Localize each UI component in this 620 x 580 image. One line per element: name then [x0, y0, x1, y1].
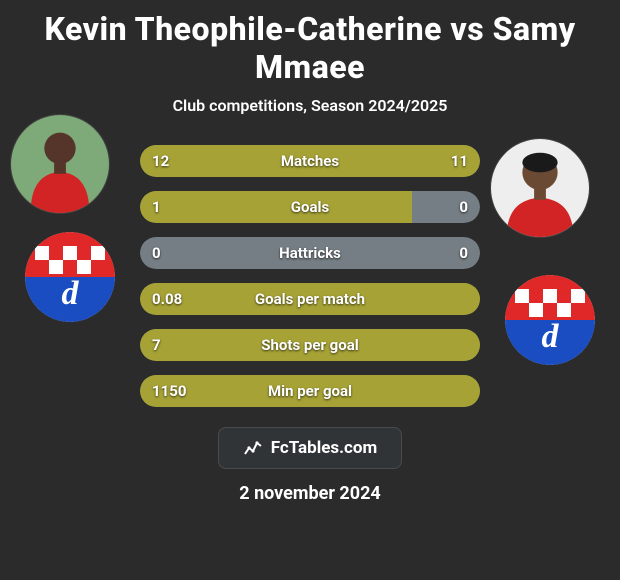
bar-right-fill	[317, 145, 480, 177]
stat-row: 1211Matches	[140, 145, 480, 177]
club-left-logo-svg: d	[25, 232, 115, 322]
player-right-avatar-svg	[491, 139, 589, 237]
bar-left-fill	[140, 145, 317, 177]
club-right-logo: d	[505, 275, 595, 365]
stat-row: 1150Min per goal	[140, 375, 480, 407]
stat-row: 10Goals	[140, 191, 480, 223]
club-left-logo: d	[25, 232, 115, 322]
bar-left-fill	[140, 329, 480, 361]
stat-row: 0.08Goals per match	[140, 283, 480, 315]
stat-row: 7Shots per goal	[140, 329, 480, 361]
svg-text:d: d	[62, 275, 80, 312]
bar-left-fill	[140, 283, 480, 315]
stats-block: 1211Matches 10Goals 00Hattricks 0.08Goals p…	[140, 145, 480, 407]
bar-left-fill	[140, 375, 480, 407]
player-left-avatar	[10, 114, 110, 214]
stat-row: 00Hattricks	[140, 237, 480, 269]
page-title: Kevin Theophile-Catherine vs Samy Mmaee	[0, 10, 620, 86]
club-right-logo-svg: d	[505, 275, 595, 365]
date-text: 2 november 2024	[239, 483, 380, 504]
chart-icon	[243, 438, 263, 458]
subtitle: Club competitions, Season 2024/2025	[173, 96, 448, 115]
player-left-avatar-svg	[11, 115, 109, 213]
svg-text:d: d	[542, 318, 560, 355]
bar-bg	[140, 237, 480, 269]
branding-badge: FcTables.com	[218, 427, 402, 469]
player-right-avatar	[490, 138, 590, 238]
comparison-infographic: Kevin Theophile-Catherine vs Samy Mmaee …	[0, 0, 620, 580]
bar-left-fill	[140, 191, 412, 223]
branding-label: FcTables.com	[271, 438, 377, 458]
